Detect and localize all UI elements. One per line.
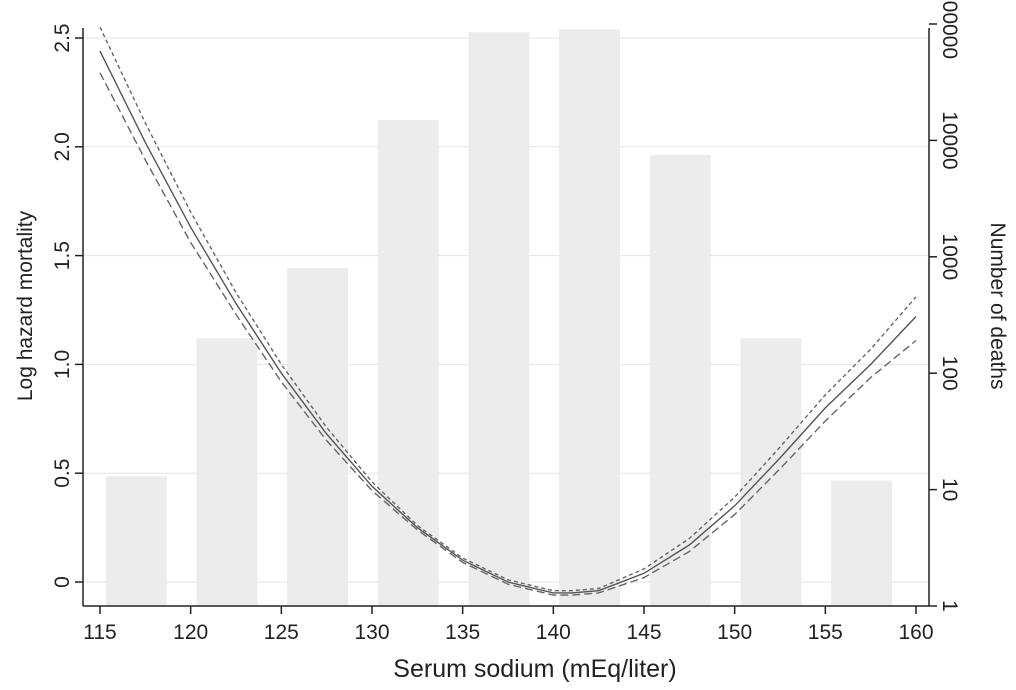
- y-tick-label-3: 1.5: [51, 241, 74, 270]
- y-tick-label-4: 2.0: [51, 132, 74, 161]
- x-tick-label-9: 160: [898, 621, 933, 644]
- y2-tick-label-3: 1000: [938, 233, 961, 280]
- hazard-curves: [99, 26, 917, 596]
- x-tick-label-8: 155: [808, 621, 843, 644]
- x-tick-label-1: 120: [173, 621, 208, 644]
- death-count-bars: [105, 29, 893, 606]
- y-axis-title: Log hazard mortality: [14, 210, 37, 401]
- x-tick-label-4: 135: [445, 621, 480, 644]
- bar-0: [105, 476, 167, 606]
- curve-upper-ci: [99, 26, 917, 592]
- y2-axis-title: Number of deaths: [986, 223, 1009, 390]
- bar-4: [468, 32, 530, 606]
- bar-5: [559, 29, 621, 606]
- bar-2: [287, 268, 349, 606]
- bar-1: [196, 338, 258, 606]
- y-tick-label-1: 0.5: [51, 459, 74, 488]
- x-tick-label-6: 145: [626, 621, 661, 644]
- y-tick-label-2: 1.0: [51, 350, 74, 379]
- y2-tick-label-4: 10000: [938, 111, 961, 169]
- curve-lower-ci: [99, 72, 917, 596]
- y-ticks: 0 0.5 1.0 1.5 2.0 2.5: [51, 23, 83, 588]
- bar-6: [649, 154, 711, 606]
- x-ticks: 115 120 125 130 135 140 145 150 155 160: [83, 606, 934, 644]
- y2-tick-label-1: 10: [938, 478, 961, 501]
- bar-8: [831, 480, 893, 606]
- x-tick-label-5: 140: [536, 621, 571, 644]
- y2-ticks: 1 10 100 1000 10000 100000: [929, 0, 961, 612]
- y2-tick-label-0: 1: [938, 600, 961, 612]
- x-tick-label-3: 130: [354, 621, 389, 644]
- y2-tick-label-5: 100000: [938, 0, 961, 59]
- axes: [82, 28, 930, 607]
- x-tick-label-0: 115: [83, 621, 116, 644]
- x-axis-title: Serum sodium (mEq/liter): [393, 655, 676, 683]
- curve-estimate: [99, 50, 917, 594]
- x-tick-label-7: 150: [717, 621, 752, 644]
- bar-3: [377, 119, 439, 606]
- y-tick-label-0: 0: [51, 576, 74, 588]
- y-tick-label-5: 2.5: [51, 23, 74, 52]
- bar-7: [740, 338, 802, 606]
- x-tick-label-2: 125: [264, 621, 299, 644]
- y2-tick-label-2: 100: [938, 356, 961, 391]
